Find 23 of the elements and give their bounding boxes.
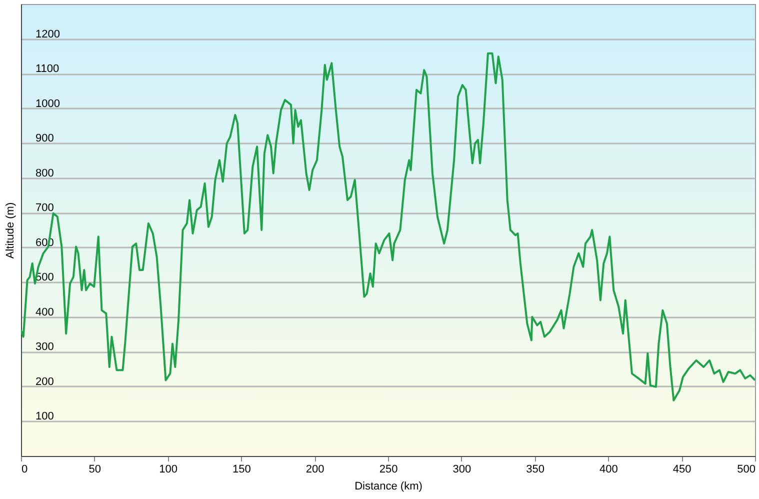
y-tick-label: 800	[36, 167, 54, 180]
x-axis-title: Distance (km)	[354, 480, 422, 492]
x-tick-label: 300	[452, 464, 472, 476]
x-tick-label: 250	[379, 464, 398, 476]
y-tick-label: 900	[36, 132, 54, 145]
y-tick-label: 400	[36, 306, 54, 318]
x-tick-label: 500	[737, 464, 756, 476]
x-tick-label: 0	[22, 464, 28, 476]
y-tick-label: 1200	[36, 28, 60, 40]
x-tick-label: 400	[600, 464, 618, 476]
x-tick-label: 150	[232, 464, 251, 476]
x-tick-label: 200	[306, 464, 324, 476]
y-axis-title: Altitude (m)	[4, 202, 16, 259]
y-tick-label: 1100	[36, 63, 60, 76]
y-tick-label: 300	[36, 341, 54, 354]
y-tick-label: 700	[36, 202, 54, 214]
y-tick-label: 1000	[36, 98, 60, 110]
y-tick-label: 100	[36, 410, 54, 423]
x-tick-label: 350	[526, 464, 544, 476]
y-tick-label: 200	[36, 376, 54, 388]
x-tick-label: 100	[159, 464, 178, 476]
x-tick-label: 50	[88, 464, 102, 476]
x-tick-label: 450	[672, 464, 692, 476]
